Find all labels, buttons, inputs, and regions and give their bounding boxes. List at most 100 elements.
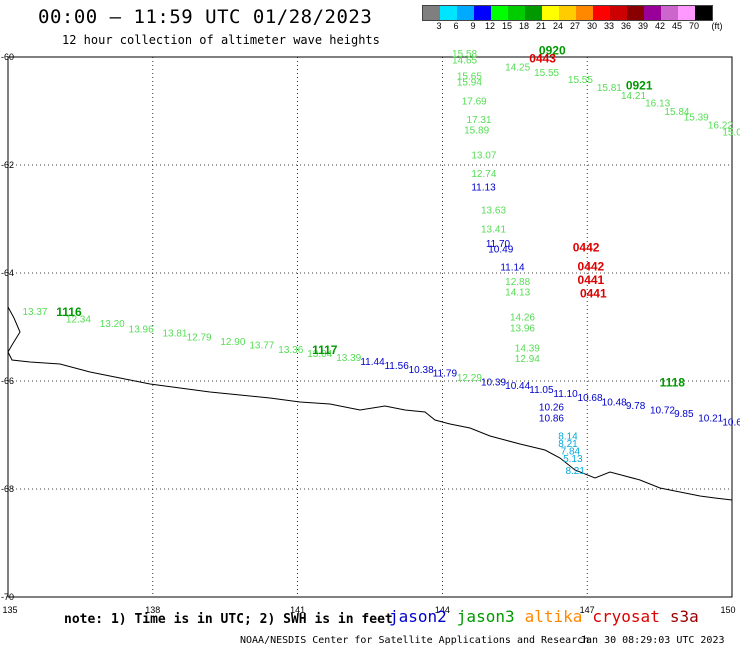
wave-height-value: 15.55 xyxy=(534,68,559,79)
scale-label: 18 xyxy=(518,21,530,31)
map-frame xyxy=(7,56,733,598)
pass-time-label: 1116 xyxy=(56,305,82,319)
legend-jason2: jason2 xyxy=(389,607,447,626)
scale-label: 45 xyxy=(671,21,683,31)
scale-swatch xyxy=(423,6,440,20)
wave-height-value: 8.21 xyxy=(558,439,578,450)
wave-height-value: 13.36 xyxy=(278,345,303,356)
scale-swatch xyxy=(542,6,559,20)
scale-swatch xyxy=(644,6,661,20)
scale-swatch xyxy=(610,6,627,20)
wave-height-value: 11.79 xyxy=(433,369,458,380)
legend-cryosat: cryosat xyxy=(592,607,660,626)
wave-height-value: 13.04 xyxy=(307,349,332,360)
lon-tick-label: 150 xyxy=(720,605,735,615)
scale-swatch xyxy=(661,6,678,20)
wave-height-value: 17.69 xyxy=(462,97,487,108)
wave-height-value: 14.39 xyxy=(515,343,540,354)
legend-jason3: jason3 xyxy=(456,607,515,626)
scale-swatch xyxy=(627,6,644,20)
scale-label: 12 xyxy=(484,21,496,31)
lon-tick-label: 144 xyxy=(435,605,450,615)
wave-height-value: 10.67 xyxy=(722,417,740,428)
wave-height-value: 10.72 xyxy=(650,405,675,416)
scale-label: 42 xyxy=(654,21,666,31)
page-subtitle: 12 hour collection of altimeter wave hei… xyxy=(62,33,380,47)
wave-height-value: 13.96 xyxy=(129,324,154,335)
pass-time-label: 0920 xyxy=(539,43,566,57)
scale-swatch xyxy=(678,6,695,20)
pass-time-label: 1117 xyxy=(312,343,338,357)
wave-height-value: 12.94 xyxy=(515,354,540,365)
scale-swatch xyxy=(508,6,525,20)
wave-height-value: 10.39 xyxy=(481,377,506,388)
scale-label: 24 xyxy=(552,21,564,31)
wave-height-value: 12.90 xyxy=(220,337,245,348)
wave-height-value: 13.96 xyxy=(510,323,535,334)
wave-height-value: 11.44 xyxy=(360,357,385,368)
footer-timestamp: Jan 30 08:29:03 UTC 2023 xyxy=(580,635,725,646)
wave-height-value: 12.74 xyxy=(471,169,496,180)
wave-height-value: 14.25 xyxy=(505,63,530,74)
wave-height-value: 13.77 xyxy=(249,341,274,352)
wave-height-value: 10.68 xyxy=(578,393,603,404)
satellite-legend: jason2 jason3 altika cryosat s3a xyxy=(389,607,709,626)
wave-height-value: 13.37 xyxy=(22,307,47,318)
coastline xyxy=(7,306,733,501)
scale-label: 39 xyxy=(637,21,649,31)
scale-swatch xyxy=(593,6,610,20)
wave-height-value: 12.79 xyxy=(187,333,212,344)
wave-height-value: 15.81 xyxy=(597,83,622,94)
wave-height-scale-labels: 3 6 9 12 15 18 21 24 27 30 33 36 39 42 45 70 (ft) xyxy=(422,21,732,33)
pass-time-label: 1118 xyxy=(660,375,686,389)
wave-height-value: 16.13 xyxy=(645,99,670,110)
scale-swatch xyxy=(525,6,542,20)
lat-tick-label: -66 xyxy=(1,376,14,386)
wave-height-value: 15.39 xyxy=(684,113,709,124)
footer-note: note: 1) Time is in UTC; 2) SWH is in fe… xyxy=(64,612,393,627)
scale-swatch xyxy=(457,6,474,20)
pass-time-label: 0441 xyxy=(578,273,605,287)
wave-height-value: 12.88 xyxy=(505,277,530,288)
axis-labels: -60 -62 -64 -66 -68 -70 135 138 141 144 147 150 xyxy=(1,52,736,615)
coastline-path xyxy=(7,306,733,501)
scale-label: 21 xyxy=(535,21,547,31)
wave-height-value: 10.38 xyxy=(409,365,434,376)
scale-label: 3 xyxy=(436,21,442,31)
wave-height-value: 8.21 xyxy=(565,466,585,477)
wave-height-value: 15.08 xyxy=(722,127,740,138)
wave-height-value: 11.70 xyxy=(486,239,511,250)
lat-tick-label: -62 xyxy=(1,160,14,170)
wave-height-value: 10.49 xyxy=(488,244,513,255)
wave-height-value: 13.81 xyxy=(162,329,187,340)
wave-height-value: 13.07 xyxy=(471,151,496,162)
lon-tick-label: 141 xyxy=(290,605,305,615)
lat-tick-label: -70 xyxy=(1,592,14,602)
wave-height-value: 13.39 xyxy=(336,353,361,364)
wave-height-value: 17.31 xyxy=(467,115,492,126)
scale-unit: (ft) xyxy=(711,21,723,31)
legend-altika: altika xyxy=(524,607,583,626)
scale-swatch xyxy=(491,6,508,20)
pass-time-label: 0442 xyxy=(573,240,600,254)
wave-height-value: 16.22 xyxy=(708,120,733,131)
lon-tick-label: 138 xyxy=(145,605,160,615)
scale-swatch xyxy=(559,6,576,20)
scale-label: 6 xyxy=(453,21,459,31)
wave-height-value: 15.89 xyxy=(464,126,489,137)
wave-height-value: 15.65 xyxy=(457,72,482,83)
lon-tick-label: 135 xyxy=(2,605,17,615)
wave-height-value: 13.20 xyxy=(100,319,125,330)
wave-height-value: 12.29 xyxy=(457,373,482,384)
page-title: 00:00 – 11:59 UTC 01/28/2023 xyxy=(38,6,373,28)
wave-height-value: 9.78 xyxy=(626,401,646,412)
wave-height-value: 14.13 xyxy=(505,288,530,299)
legend-s3a: s3a xyxy=(669,607,699,626)
wave-height-value: 10.86 xyxy=(539,414,564,425)
scale-label: 36 xyxy=(620,21,632,31)
footer-credit: NOAA/NESDIS Center for Satellite Applica… xyxy=(240,635,590,646)
wave-height-color-scale xyxy=(422,5,713,21)
wave-height-value: 9.85 xyxy=(674,409,694,420)
wave-height-value: 10.21 xyxy=(698,414,723,425)
